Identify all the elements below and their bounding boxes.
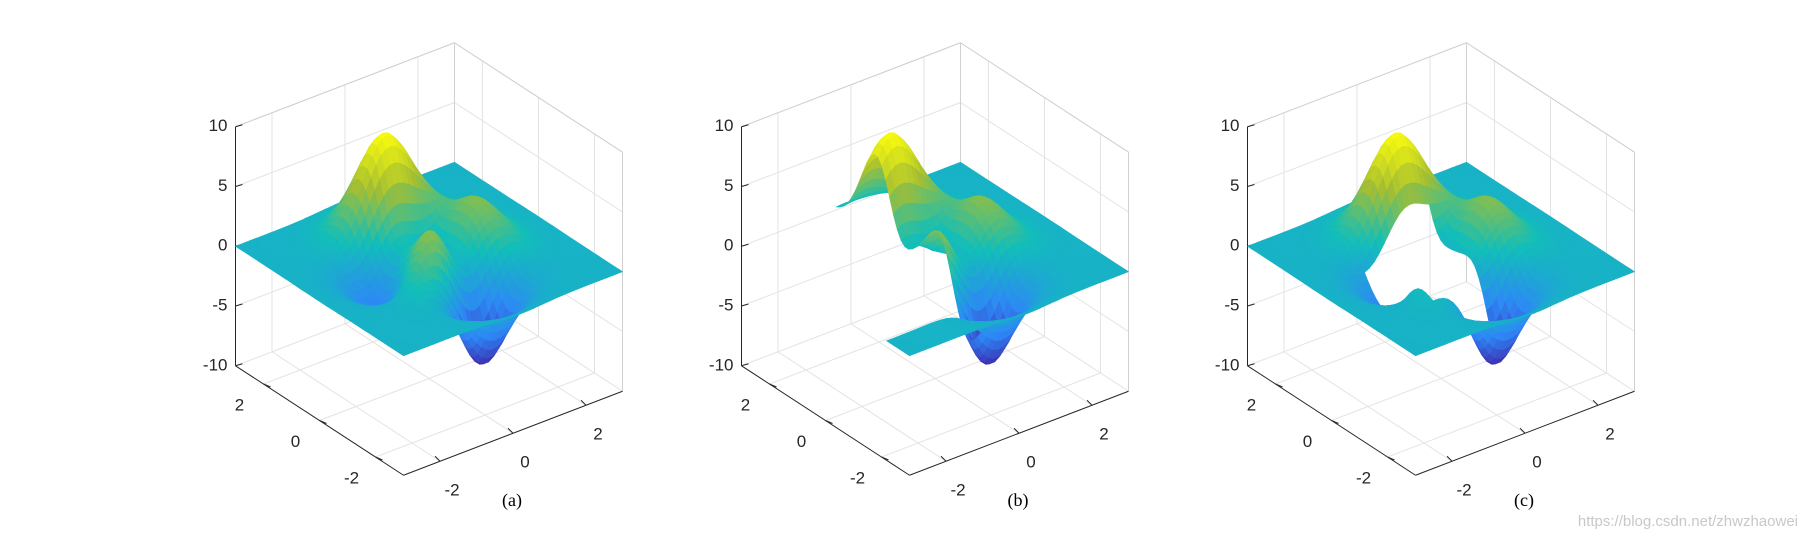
- y-tick-label: 2: [235, 396, 244, 415]
- x-tick-label: -2: [1456, 481, 1471, 500]
- tick-mark: [235, 124, 243, 128]
- z-tick-label: 5: [1230, 176, 1239, 195]
- z-tick-label: 10: [1221, 116, 1240, 135]
- z-tick-label: -5: [718, 296, 733, 315]
- watermark: https://blog.csdn.net/zhwzhaowei: [1578, 513, 1798, 530]
- z-tick-label: -10: [709, 355, 734, 374]
- grid-line: [454, 102, 623, 213]
- x-tick-label: 0: [1532, 453, 1541, 472]
- tick-mark: [375, 456, 383, 461]
- grid-line: [1331, 336, 1551, 421]
- caption: (c): [1514, 490, 1534, 511]
- z-tick-label: 0: [724, 236, 733, 255]
- tick-mark: [434, 455, 441, 462]
- x-tick-label: 2: [1605, 425, 1614, 444]
- y-tick-label: 2: [1247, 396, 1256, 415]
- grid-line: [319, 336, 539, 421]
- surface: [835, 132, 1130, 365]
- y-tick-label: 2: [741, 396, 750, 415]
- surface: [1246, 132, 1636, 365]
- x-tick-label: -2: [444, 481, 459, 500]
- y-tick-label: 0: [291, 432, 300, 451]
- x-tick-label: -2: [950, 481, 965, 500]
- caption: (b): [1008, 490, 1029, 511]
- z-tick-label: 10: [209, 116, 228, 135]
- z-tick-label: 5: [218, 176, 227, 195]
- grid-line: [375, 372, 595, 458]
- box-edge: [454, 42, 623, 153]
- y-tick-label: -2: [850, 468, 865, 487]
- surface-plot: -10 -5 0 5 10 -2 0 2 -2 0 2 (a): [203, 42, 624, 511]
- tick-mark: [319, 420, 327, 424]
- y-tick-label: -2: [1356, 468, 1371, 487]
- tick-mark: [235, 184, 243, 187]
- tick-mark: [580, 399, 587, 406]
- z-tick-label: -10: [1215, 355, 1240, 374]
- x-tick-label: 2: [593, 425, 602, 444]
- surface-plot: -10 -5 0 5 10 -2 0 2 -2 0 2 (c): [1215, 42, 1636, 511]
- z-tick-label: 0: [218, 236, 227, 255]
- x-tick-label: 2: [1099, 425, 1108, 444]
- y-tick-label: 0: [797, 432, 806, 451]
- grid-line: [235, 102, 455, 187]
- x-tick-label: 0: [520, 453, 529, 472]
- grid-line: [825, 336, 1045, 421]
- x-tick-label: 0: [1026, 453, 1035, 472]
- box-edge: [235, 42, 455, 128]
- tick-mark: [235, 303, 243, 307]
- z-tick-label: 10: [715, 116, 734, 135]
- y-tick-label: 0: [1303, 432, 1312, 451]
- z-tick-label: 0: [1230, 236, 1239, 255]
- y-tick-label: -2: [344, 468, 359, 487]
- z-tick-label: -5: [1224, 296, 1239, 315]
- z-tick-label: -10: [203, 355, 228, 374]
- surface: [234, 132, 624, 365]
- tick-mark: [263, 383, 271, 388]
- tick-mark: [235, 363, 243, 367]
- z-tick-label: -5: [212, 296, 227, 315]
- caption: (a): [502, 490, 522, 511]
- surface-plot: -10 -5 0 5 10 -2 0 2 -2 0 2 (b): [709, 42, 1130, 511]
- z-tick-label: 5: [724, 176, 733, 195]
- tick-mark: [507, 427, 514, 434]
